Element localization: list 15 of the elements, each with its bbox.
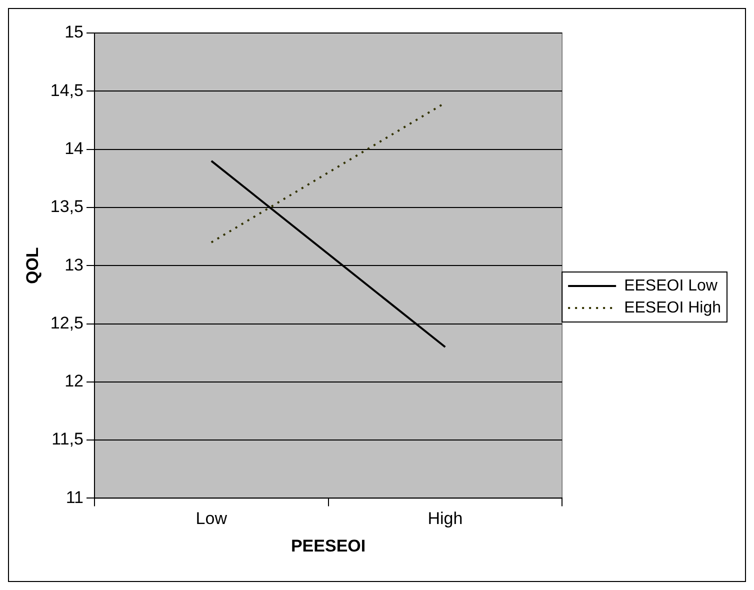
legend-label: EESEOI Low xyxy=(624,277,718,294)
y-tick-label: 12,5 xyxy=(50,313,84,332)
y-tick-label: 14 xyxy=(64,138,84,158)
legend-label: EESEOI High xyxy=(624,299,722,316)
y-tick-label: 13 xyxy=(64,255,84,274)
y-tick-label: 11,5 xyxy=(52,430,84,449)
y-tick-label: 11 xyxy=(66,488,84,507)
x-axis-title: PEESEOI xyxy=(290,536,366,556)
x-tick-label: Low xyxy=(196,509,228,528)
y-tick-label: 12 xyxy=(64,372,84,391)
y-axis-title: QOL xyxy=(22,247,42,284)
y-tick-label: 13,5 xyxy=(50,197,84,216)
y-tick-label: 14,5 xyxy=(50,80,84,100)
y-tick-label: 15 xyxy=(64,22,84,42)
x-tick-label: High xyxy=(428,509,463,528)
